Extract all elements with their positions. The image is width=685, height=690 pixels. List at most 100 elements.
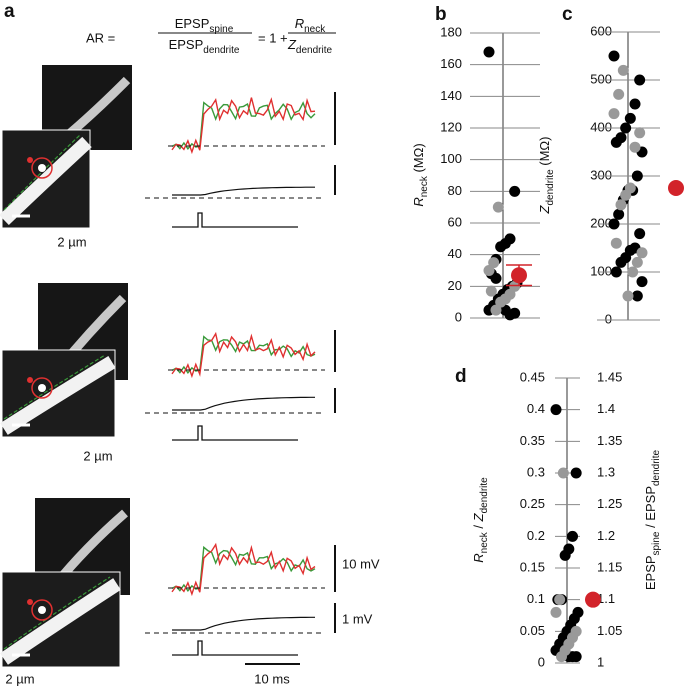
- data-point: [624, 112, 636, 124]
- data-point: [495, 296, 507, 308]
- label-part: neck: [479, 531, 490, 553]
- y2-tick-label: 1.35: [597, 433, 622, 448]
- data-point: [509, 185, 521, 197]
- eq-num: Rneck: [295, 16, 327, 34]
- epsp-spine-trace: [171, 97, 316, 155]
- y2-tick-label: 1.2: [597, 528, 615, 543]
- label-part: Z: [471, 512, 486, 522]
- uncaging-pulse: [172, 640, 298, 656]
- y-tick-label: 0.15: [520, 559, 545, 574]
- y-tick-label: 500: [590, 71, 612, 86]
- uncaging-spot: [27, 599, 33, 605]
- label-part: EPSP: [643, 555, 658, 590]
- equation: AR = EPSPspine EPSPdendrite = 1 + Rneck …: [86, 16, 336, 56]
- data-point: [629, 98, 641, 110]
- data-point: [567, 530, 578, 542]
- data-point: [615, 199, 627, 211]
- data-point: [559, 549, 571, 561]
- spine-head: [38, 164, 46, 172]
- spine-head: [38, 606, 46, 614]
- time-scale-label: 10 ms: [254, 671, 290, 686]
- y-tick-label: 140: [440, 88, 462, 103]
- dendrite: [0, 356, 116, 435]
- data-point: [554, 594, 566, 606]
- y-tick-label: 40: [448, 246, 462, 261]
- dendrite: [0, 578, 121, 665]
- data-point: [495, 241, 507, 253]
- y2-tick-label: 1.15: [597, 559, 622, 574]
- axis-label: Rneck / Zdendrite: [471, 477, 489, 563]
- panel-label: d: [455, 366, 467, 387]
- data-point: [627, 266, 639, 278]
- y-tick-label: 0.05: [520, 623, 545, 638]
- y2-tick-label: 1.1: [597, 591, 615, 606]
- label-part: dendrite: [651, 449, 662, 486]
- y2-tick-label: 1.45: [597, 369, 622, 384]
- y2-tick-label: 1: [597, 654, 604, 669]
- y2-tick-label: 1.4: [597, 401, 615, 416]
- label-part: R: [471, 553, 486, 562]
- panel-label: c: [562, 4, 573, 25]
- data-point: [615, 256, 627, 268]
- data-point: [620, 122, 632, 134]
- y-tick-label: 0: [605, 311, 612, 326]
- y-tick-label: 120: [440, 119, 462, 134]
- data-point: [613, 88, 625, 100]
- micrographs: [0, 65, 336, 668]
- data-point: [557, 467, 569, 479]
- y-tick-label: 300: [590, 167, 612, 182]
- y-tick-label: 100: [590, 263, 612, 278]
- data-point: [620, 189, 632, 201]
- data-point: [608, 218, 620, 230]
- data-point: [488, 257, 500, 269]
- data-point: [509, 280, 521, 292]
- data-point: [550, 404, 562, 416]
- y-tick-label: 0: [538, 654, 545, 669]
- data-point: [608, 108, 620, 120]
- y-tick-label: 400: [590, 119, 612, 134]
- label-part: Z: [537, 204, 552, 214]
- label-part: dendrite: [545, 169, 556, 206]
- y-tick-label: 0.4: [527, 401, 545, 416]
- data-point: [622, 290, 634, 302]
- mean-point: [511, 267, 527, 284]
- spine-roi: [31, 157, 53, 179]
- uncaging-pulse: [172, 212, 298, 228]
- label-part: R: [411, 197, 426, 206]
- scale-label: 2 µm: [57, 234, 86, 249]
- data-point: [636, 276, 648, 288]
- label-part: dendrite: [479, 477, 490, 514]
- epsp-spine-trace: [171, 331, 316, 379]
- label-part: /: [643, 521, 658, 532]
- data-point: [631, 290, 643, 302]
- data-point: [483, 46, 495, 58]
- label-part: spine: [651, 531, 662, 555]
- label-part: neck: [419, 175, 430, 197]
- data-point: [634, 228, 646, 240]
- axis-label: EPSPspine / EPSPdendrite: [643, 449, 661, 590]
- epsp-dendrite-trace: [172, 186, 315, 196]
- spine-roi: [31, 599, 53, 621]
- data-point: [636, 247, 648, 259]
- y-tick-label: 20: [448, 278, 462, 293]
- y2-tick-label: 1.25: [597, 496, 622, 511]
- uncaging-spot: [27, 157, 33, 163]
- mean-point: [585, 591, 601, 608]
- data-point: [485, 285, 497, 297]
- eq-num: EPSPspine: [175, 16, 234, 34]
- panel-label: b: [435, 4, 447, 25]
- dendrite-outline: [3, 576, 111, 650]
- data-point: [499, 304, 511, 316]
- y-tick-label: 160: [440, 56, 462, 71]
- y-tick-label: 0.1: [527, 591, 545, 606]
- voltage-scale-label: 1 mV: [342, 611, 373, 626]
- spine-head: [38, 384, 46, 392]
- epsp-spine-trace: [171, 545, 316, 592]
- eq-lhs: AR =: [86, 30, 115, 45]
- y-tick-label: 180: [440, 24, 462, 39]
- y-tick-label: 0.45: [520, 369, 545, 384]
- data-point: [631, 170, 643, 182]
- data-point: [610, 266, 622, 278]
- uncaging-pulse: [172, 425, 298, 441]
